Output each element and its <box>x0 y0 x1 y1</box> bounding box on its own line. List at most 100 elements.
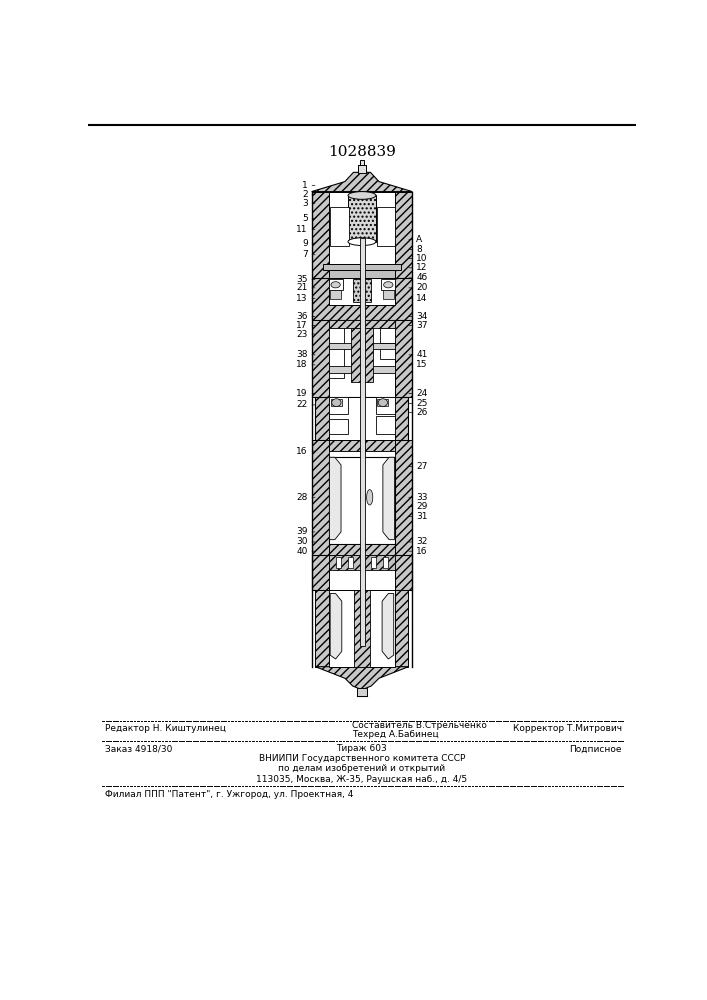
Text: 11: 11 <box>296 225 308 234</box>
Bar <box>395 440 412 555</box>
Bar <box>329 555 395 590</box>
Bar <box>376 416 395 434</box>
Bar <box>329 366 395 373</box>
Polygon shape <box>329 457 341 540</box>
Text: 27: 27 <box>416 462 428 471</box>
Text: 36: 36 <box>296 312 308 321</box>
Bar <box>360 238 365 646</box>
Text: 39: 39 <box>296 527 308 536</box>
Bar <box>395 192 412 278</box>
Polygon shape <box>315 667 409 690</box>
Bar <box>329 544 395 555</box>
Text: 30: 30 <box>296 537 308 546</box>
Text: 35: 35 <box>296 275 308 284</box>
Bar <box>360 160 364 165</box>
Text: Составитель В.Стрельченко: Составитель В.Стрельченко <box>352 721 486 730</box>
Text: 26: 26 <box>416 408 428 417</box>
Text: ВНИИПИ Государственного комитета СССР: ВНИИПИ Государственного комитета СССР <box>259 754 465 763</box>
Polygon shape <box>383 457 395 540</box>
Bar <box>329 419 348 434</box>
Bar <box>376 397 395 414</box>
Text: 15: 15 <box>416 360 428 369</box>
Bar <box>329 279 343 290</box>
Text: 18: 18 <box>296 360 308 369</box>
Polygon shape <box>330 594 341 659</box>
Text: Тираж 603: Тираж 603 <box>337 744 387 753</box>
Bar <box>330 290 341 299</box>
Bar <box>329 590 395 667</box>
Bar <box>329 451 395 457</box>
Bar <box>329 397 395 440</box>
Text: 7: 7 <box>302 250 308 259</box>
Text: 4б: 4б <box>416 273 427 282</box>
Text: 3: 3 <box>302 199 308 208</box>
Text: 24: 24 <box>416 389 428 398</box>
Bar <box>329 457 395 544</box>
Text: 32: 32 <box>416 537 428 546</box>
Text: 13: 13 <box>296 294 308 303</box>
Bar <box>329 320 395 397</box>
Text: 8: 8 <box>416 245 422 254</box>
Text: 14: 14 <box>416 294 428 303</box>
Text: по делам изобретений и открытий: по делам изобретений и открытий <box>279 764 445 773</box>
Bar <box>348 557 353 568</box>
Text: 28: 28 <box>296 493 308 502</box>
Bar <box>354 590 370 667</box>
Text: 16: 16 <box>296 447 308 456</box>
Ellipse shape <box>384 282 393 288</box>
Text: 19: 19 <box>296 389 308 398</box>
Bar <box>329 192 395 278</box>
Text: Техред А.Бабинец: Техред А.Бабинец <box>352 730 438 739</box>
Text: 2: 2 <box>302 190 308 199</box>
Bar <box>329 555 395 570</box>
Bar <box>353 279 371 302</box>
Text: 40: 40 <box>296 547 308 556</box>
Bar <box>380 328 395 359</box>
Text: 20: 20 <box>416 283 428 292</box>
Polygon shape <box>312 172 412 192</box>
Ellipse shape <box>331 282 340 288</box>
Bar <box>331 399 341 406</box>
Text: 22: 22 <box>296 400 308 409</box>
Text: 17: 17 <box>296 321 308 330</box>
Text: 12: 12 <box>416 263 428 272</box>
Bar <box>329 397 348 414</box>
Text: A: A <box>416 235 422 244</box>
Text: 33: 33 <box>416 493 428 502</box>
Bar <box>329 440 395 451</box>
Bar <box>378 399 388 406</box>
Bar <box>358 165 366 173</box>
Text: 9: 9 <box>302 239 308 248</box>
Ellipse shape <box>367 490 373 505</box>
Bar <box>329 278 395 305</box>
Text: 23: 23 <box>296 330 308 339</box>
Bar <box>371 557 376 568</box>
Text: 25: 25 <box>416 399 428 408</box>
Text: 21: 21 <box>296 283 308 292</box>
Text: 113035, Москва, Ж-35, Раушская наб., д. 4/5: 113035, Москва, Ж-35, Раушская наб., д. … <box>257 774 467 784</box>
Text: Редактор Н. Киштулинец: Редактор Н. Киштулинец <box>105 724 226 733</box>
Text: Корректор Т.Митрович: Корректор Т.Митрович <box>513 724 621 733</box>
Text: Подписное: Подписное <box>569 744 621 753</box>
Text: 1: 1 <box>302 181 308 190</box>
Bar <box>312 555 412 590</box>
Text: 1028839: 1028839 <box>328 145 396 159</box>
Bar <box>357 688 367 696</box>
Text: 38: 38 <box>296 350 308 359</box>
Polygon shape <box>382 594 394 659</box>
Text: 37: 37 <box>416 321 428 330</box>
Text: 10: 10 <box>416 254 428 263</box>
Text: 41: 41 <box>416 350 428 359</box>
Bar <box>348 195 376 242</box>
Bar <box>323 264 401 270</box>
Bar <box>329 343 395 349</box>
Bar <box>383 557 387 568</box>
Ellipse shape <box>348 192 376 199</box>
Ellipse shape <box>378 399 387 406</box>
Ellipse shape <box>332 399 341 406</box>
Bar <box>395 320 412 397</box>
Bar <box>329 328 344 378</box>
Bar <box>312 320 329 397</box>
Text: Филиал ППП "Патент", г. Ужгород, ул. Проектная, 4: Филиал ППП "Патент", г. Ужгород, ул. Про… <box>105 790 354 799</box>
Bar <box>383 290 394 299</box>
